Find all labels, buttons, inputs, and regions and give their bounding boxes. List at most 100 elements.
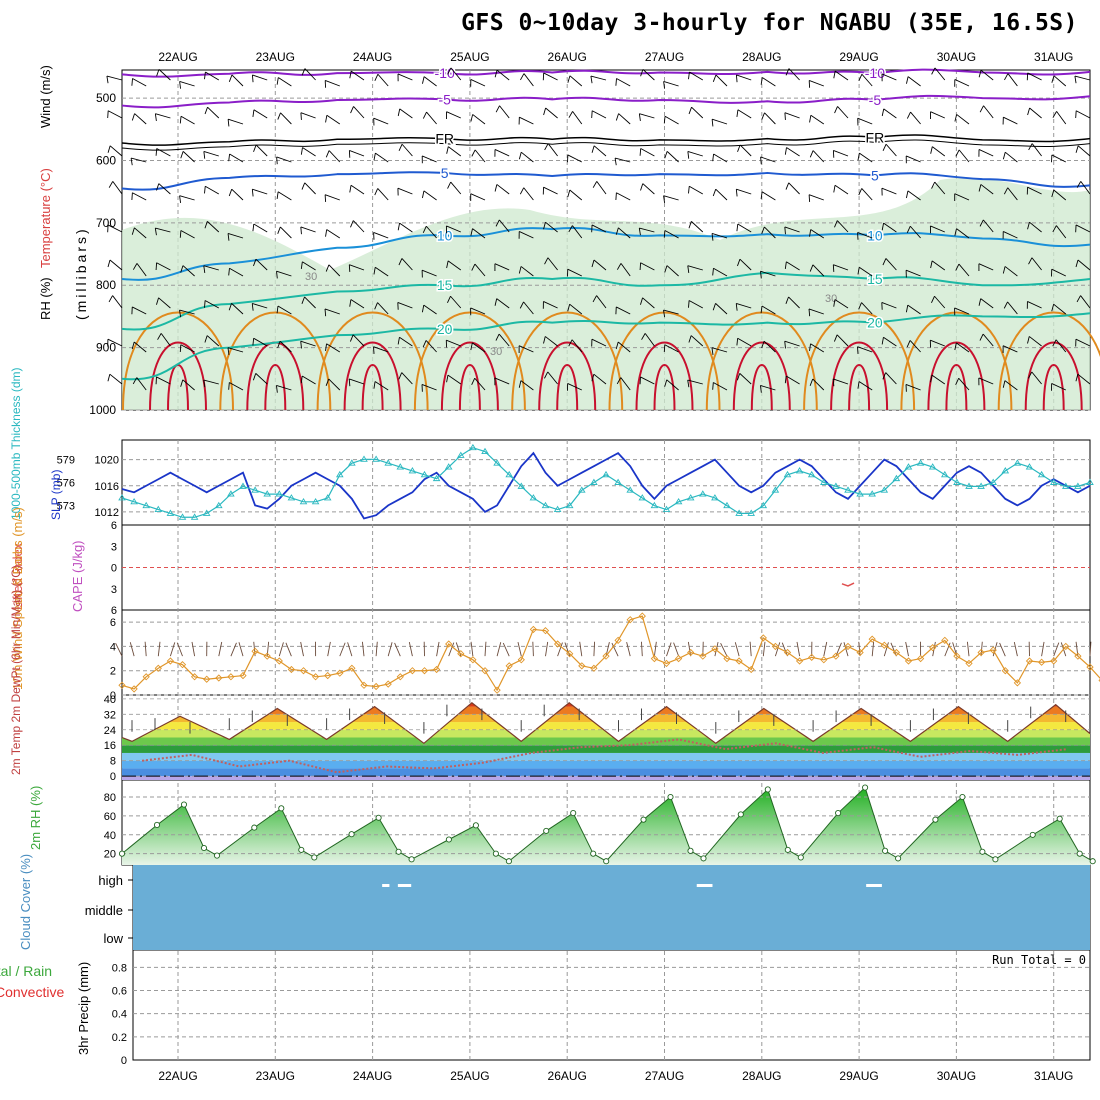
isotherm-label: 10 (437, 227, 453, 243)
wind-barb-staff (571, 339, 583, 353)
wind-barb (1027, 221, 1042, 233)
wind-barb (373, 117, 389, 126)
wind-barb-staff (690, 335, 704, 347)
temp-band (122, 729, 1090, 738)
surface-wind-barb (144, 641, 147, 657)
wind-barb-staff (229, 382, 244, 391)
wind-barb-flag (519, 301, 524, 309)
wind-barb-staff (543, 301, 558, 309)
wind-speed-marker (941, 636, 949, 644)
temp-ylabel-text: 2m Temp 2m DewPt (6hr Min/Max) (°C) (9, 565, 23, 775)
surface-wind-barb (1028, 641, 1030, 657)
wind-barb (542, 186, 558, 195)
wind-barb-staff (373, 117, 389, 125)
wind-barb-flag (663, 230, 666, 238)
wind-barb (809, 114, 825, 125)
wind-barb (156, 297, 171, 309)
isotherm-label: 20 (437, 321, 453, 337)
surface-wind-staff (966, 641, 970, 657)
wind-barb (954, 193, 970, 201)
axis-labels: 22AUG22AUG23AUG23AUG24AUG24AUG25AUG25AUG… (0, 50, 1073, 1083)
wind-barb (760, 270, 776, 279)
thickness-marker (166, 509, 175, 516)
surface-isotherm (264, 364, 287, 411)
wind-barb-flag (1002, 266, 1006, 274)
temp-band (122, 745, 1090, 753)
thickness-marker (844, 486, 852, 493)
wind-barb (591, 110, 607, 119)
wind-barb (422, 76, 437, 87)
wind-barb-staff (858, 381, 873, 391)
wind-barb-flag (1075, 224, 1077, 233)
wind-barb-flag (131, 192, 133, 201)
wind-barb-staff (520, 151, 534, 163)
wind-barb-staff (374, 381, 389, 391)
wind-barb-flag (737, 259, 741, 267)
wind-barb-staff (276, 156, 292, 163)
wind-barb-staff (156, 376, 171, 385)
wind-barb (1075, 338, 1091, 347)
surface-isotherm (997, 311, 1100, 411)
surface-wind-staff (944, 642, 951, 657)
surface-wind-staff (339, 642, 346, 657)
wind-barb (494, 263, 510, 271)
wind-barb-flag (712, 74, 717, 82)
wind-barb-flag (107, 374, 111, 382)
wind-barb-staff (1074, 75, 1091, 81)
wind-barb (325, 229, 341, 239)
wind-barb-staff (374, 266, 389, 277)
wind-barb-staff (523, 187, 534, 201)
wind-barb-staff (1056, 111, 1067, 125)
wind-barb-flag (470, 193, 472, 201)
wind-barb-flag (858, 302, 862, 310)
wind-speed-marker (432, 665, 441, 674)
surface-wind-barb (285, 642, 292, 657)
wind-barb-staff (423, 190, 437, 201)
wind-barb-staff (956, 342, 970, 353)
wind-barb-flag (1028, 143, 1033, 151)
wind-barb-flag (760, 156, 762, 165)
wind-barb-flag (832, 378, 835, 387)
surface-wind-staff (176, 642, 183, 657)
wind-barb-flag (857, 152, 860, 161)
wind-barb (615, 113, 631, 125)
temp-band (122, 695, 1090, 699)
wind-barb-flag (688, 71, 690, 80)
wind-barb-staff (1053, 303, 1067, 315)
wind-barb-flag (688, 300, 690, 308)
legend-total-rain: Total / Rain (0, 963, 52, 979)
wind-barb-staff (642, 297, 655, 309)
wind-barb (131, 227, 147, 239)
surface-wind-barb (1089, 641, 1092, 657)
thickness-marker (953, 478, 961, 485)
surface-wind-staff (144, 641, 147, 657)
slp-ylabel-text: SLP (mb) (49, 470, 63, 520)
surface-wind-staff (448, 642, 455, 657)
wind-barb-staff (857, 117, 873, 125)
wind-barb-staff (809, 80, 824, 87)
thickness-marker (1086, 478, 1094, 485)
wind-barb-flag (568, 225, 573, 233)
wind-barb-flag (107, 145, 111, 153)
wind-barb (640, 297, 655, 309)
wind-barb-staff (401, 143, 413, 157)
surface-wind-barb (436, 641, 440, 657)
wind-barb-staff (760, 156, 776, 163)
wind-barb (131, 341, 147, 353)
wind-barb-flag (664, 151, 668, 159)
rh-tick-label: 60 (104, 811, 116, 823)
wind-barb-flag (253, 144, 257, 152)
wind-barb-staff (253, 223, 268, 233)
wind-barb-flag (832, 150, 835, 158)
wind-tick-label: 2 (110, 666, 116, 678)
thickness-marker (396, 463, 405, 470)
wind-ylabel: 10m Wind Speed & Barbs (m/s) (10, 507, 25, 690)
wind-barb-staff (1051, 154, 1067, 163)
bottom-date-label: 30AUG (937, 1069, 976, 1083)
wind-barb-flag (470, 228, 473, 236)
wind-barb-flag (203, 151, 206, 159)
thickness-tick-label: 573 (57, 501, 75, 513)
wind-barb (688, 300, 704, 309)
